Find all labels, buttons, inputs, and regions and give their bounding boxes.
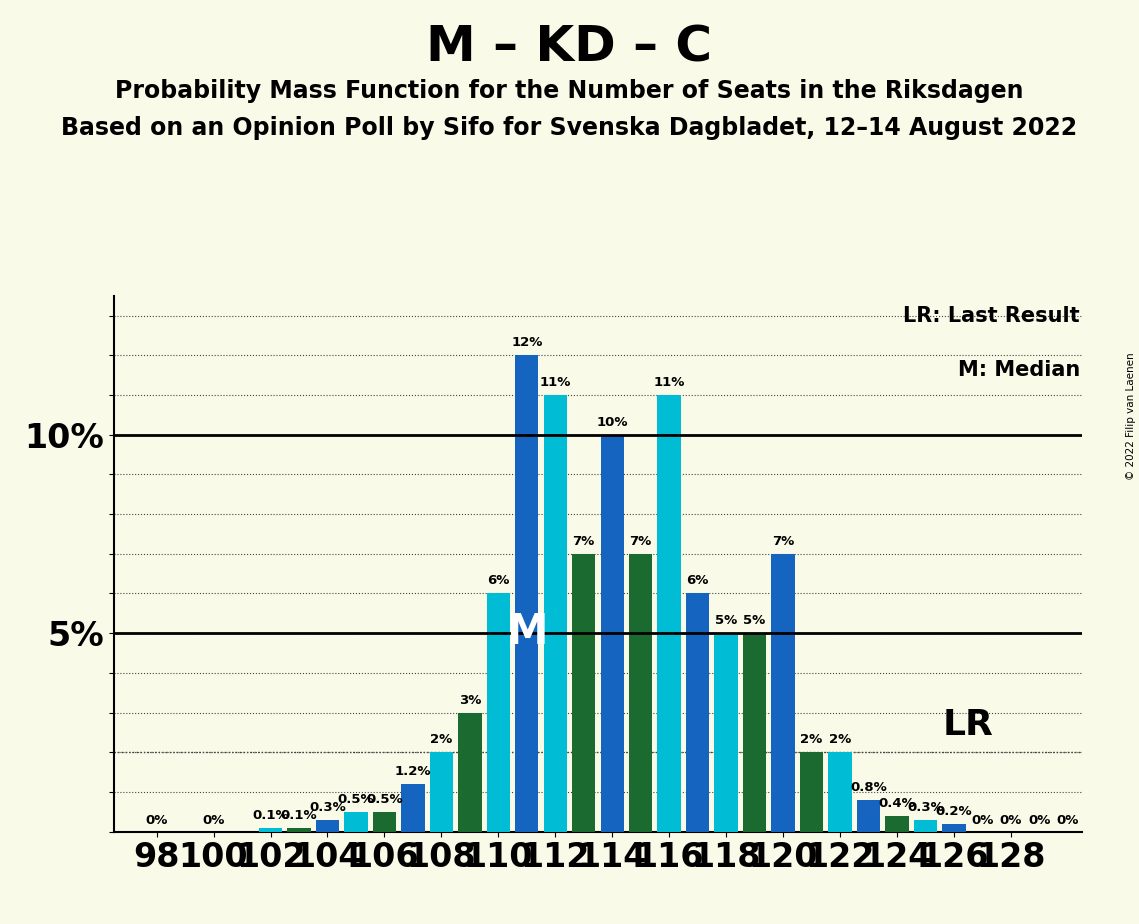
Text: 3%: 3% xyxy=(459,694,481,707)
Text: 2%: 2% xyxy=(431,734,452,747)
Bar xyxy=(885,816,909,832)
Bar xyxy=(714,633,738,832)
Text: LR: LR xyxy=(943,709,993,742)
Text: M: M xyxy=(506,611,548,652)
Bar xyxy=(287,828,311,832)
Bar xyxy=(458,712,482,832)
Text: 0%: 0% xyxy=(1029,814,1050,827)
Text: M – KD – C: M – KD – C xyxy=(426,23,713,71)
Bar xyxy=(543,395,567,832)
Text: 0%: 0% xyxy=(146,814,167,827)
Bar xyxy=(259,828,282,832)
Text: 0%: 0% xyxy=(972,814,993,827)
Text: 11%: 11% xyxy=(654,376,685,389)
Bar xyxy=(857,800,880,832)
Bar xyxy=(686,593,710,832)
Bar xyxy=(401,784,425,832)
Text: 10%: 10% xyxy=(597,416,628,429)
Text: 0.5%: 0.5% xyxy=(366,793,403,806)
Bar xyxy=(629,553,653,832)
Text: Based on an Opinion Poll by Sifo for Svenska Dagbladet, 12–14 August 2022: Based on an Opinion Poll by Sifo for Sve… xyxy=(62,116,1077,140)
Text: 0.3%: 0.3% xyxy=(907,801,944,814)
Text: LR: Last Result: LR: Last Result xyxy=(903,307,1080,326)
Bar xyxy=(771,553,795,832)
Text: 2%: 2% xyxy=(801,734,822,747)
Text: 7%: 7% xyxy=(772,535,794,548)
Text: 0.8%: 0.8% xyxy=(850,781,887,794)
Bar xyxy=(743,633,767,832)
Text: 12%: 12% xyxy=(511,336,542,349)
Text: 0.1%: 0.1% xyxy=(280,808,318,821)
Text: 6%: 6% xyxy=(687,575,708,588)
Bar xyxy=(372,812,396,832)
Text: 2%: 2% xyxy=(829,734,851,747)
Text: 0.3%: 0.3% xyxy=(309,801,346,814)
Text: © 2022 Filip van Laenen: © 2022 Filip van Laenen xyxy=(1126,352,1136,480)
Bar xyxy=(316,820,339,832)
Text: 1.2%: 1.2% xyxy=(394,765,432,778)
Bar xyxy=(913,820,937,832)
Text: 0.1%: 0.1% xyxy=(252,808,289,821)
Text: 0.2%: 0.2% xyxy=(935,805,973,818)
Text: 0.5%: 0.5% xyxy=(337,793,375,806)
Text: 7%: 7% xyxy=(573,535,595,548)
Text: 11%: 11% xyxy=(540,376,571,389)
Text: 5%: 5% xyxy=(715,614,737,627)
Bar xyxy=(486,593,510,832)
Text: Probability Mass Function for the Number of Seats in the Riksdagen: Probability Mass Function for the Number… xyxy=(115,79,1024,103)
Bar xyxy=(657,395,681,832)
Text: 5%: 5% xyxy=(744,614,765,627)
Bar xyxy=(942,823,966,832)
Bar xyxy=(515,355,539,832)
Text: 7%: 7% xyxy=(630,535,652,548)
Text: 6%: 6% xyxy=(487,575,509,588)
Text: 0.4%: 0.4% xyxy=(878,796,916,809)
Bar xyxy=(600,434,624,832)
Bar xyxy=(572,553,596,832)
Text: 0%: 0% xyxy=(1000,814,1022,827)
Text: M: Median: M: Median xyxy=(958,360,1080,380)
Bar xyxy=(344,812,368,832)
Text: 0%: 0% xyxy=(1057,814,1079,827)
Bar xyxy=(429,752,453,832)
Bar xyxy=(800,752,823,832)
Text: 0%: 0% xyxy=(203,814,224,827)
Bar xyxy=(828,752,852,832)
